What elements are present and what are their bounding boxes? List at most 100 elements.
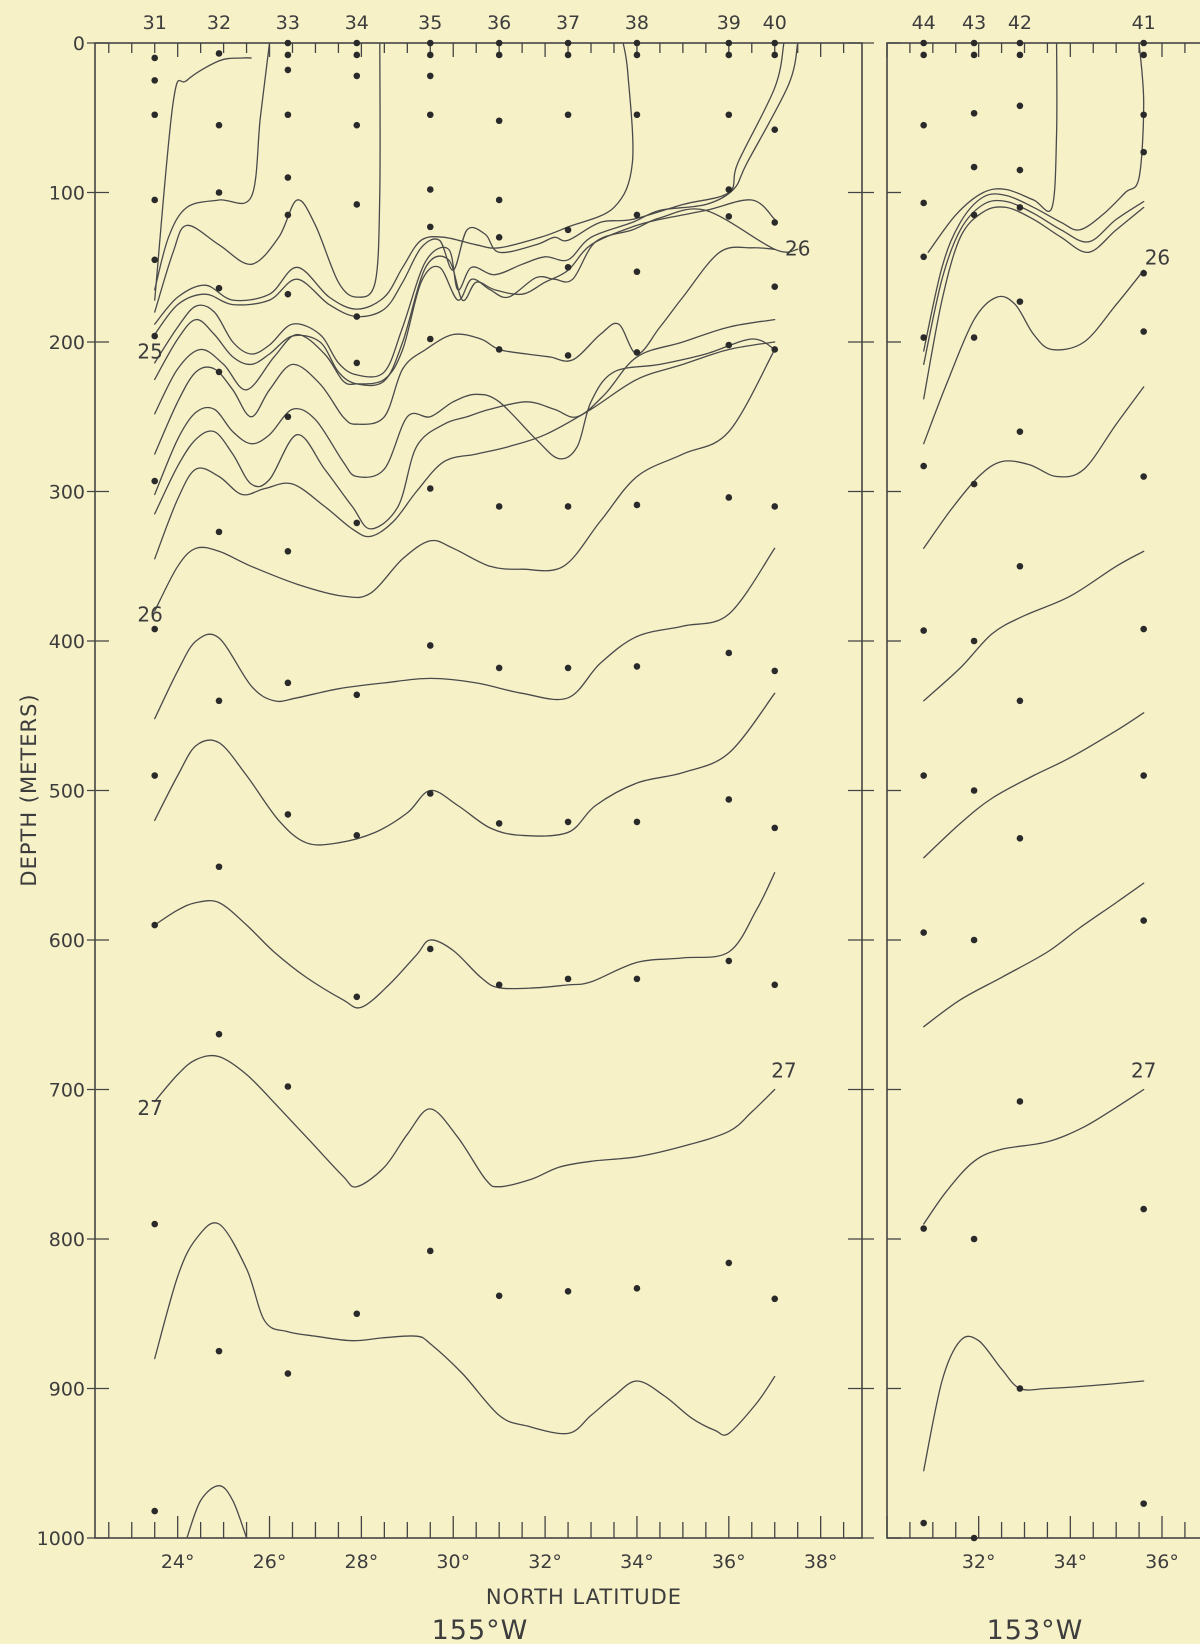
density-contour bbox=[154, 348, 776, 612]
sample-point bbox=[151, 54, 159, 62]
sample-point bbox=[1140, 1500, 1147, 1507]
density-contour bbox=[154, 341, 776, 560]
sample-point bbox=[1016, 166, 1024, 174]
sample-point bbox=[426, 111, 434, 119]
sample-point bbox=[495, 503, 503, 510]
y-tick-label: 1000 bbox=[37, 1528, 85, 1550]
sample-point bbox=[920, 51, 927, 59]
sample-point bbox=[1016, 1385, 1024, 1392]
density-contour bbox=[154, 338, 776, 496]
sample-point bbox=[151, 332, 159, 340]
sample-point bbox=[495, 117, 503, 125]
sample-point bbox=[1140, 917, 1147, 924]
sample-point bbox=[771, 503, 779, 510]
sample-point bbox=[284, 679, 292, 687]
sample-point bbox=[771, 39, 779, 47]
sample-point bbox=[495, 820, 503, 827]
sample-point bbox=[151, 256, 159, 264]
sample-point bbox=[284, 51, 292, 59]
y-tick-label: 300 bbox=[49, 482, 85, 504]
sample-point bbox=[1016, 39, 1024, 47]
density-contour bbox=[923, 269, 1145, 445]
sample-point bbox=[1016, 298, 1024, 305]
y-tick-label: 500 bbox=[49, 781, 85, 803]
sample-point bbox=[215, 368, 223, 376]
sample-point bbox=[151, 921, 159, 929]
sample-point bbox=[495, 51, 503, 59]
sample-point bbox=[151, 625, 159, 633]
sample-point bbox=[426, 186, 434, 193]
sample-point bbox=[1140, 111, 1147, 119]
sample-point bbox=[564, 664, 572, 672]
sample-point bbox=[725, 649, 733, 657]
sample-point bbox=[151, 1507, 159, 1515]
y-tick-label: 600 bbox=[49, 930, 85, 952]
sample-point bbox=[633, 111, 641, 119]
sample-point bbox=[1140, 269, 1147, 277]
sample-point bbox=[633, 501, 641, 509]
density-contour bbox=[154, 1054, 776, 1188]
sample-point bbox=[564, 39, 572, 47]
sample-point bbox=[353, 691, 361, 699]
sample-point bbox=[920, 1519, 927, 1527]
sample-point bbox=[771, 346, 779, 353]
sample-point bbox=[970, 211, 978, 219]
y-tick-label: 200 bbox=[49, 332, 85, 354]
sample-point bbox=[771, 51, 779, 59]
sample-point bbox=[633, 818, 641, 826]
y-tick-label: 800 bbox=[49, 1229, 85, 1251]
sample-point bbox=[353, 39, 361, 47]
sample-point bbox=[1016, 204, 1024, 211]
sample-point bbox=[1140, 1205, 1147, 1213]
sample-point bbox=[495, 39, 503, 47]
sample-point bbox=[1140, 473, 1147, 480]
sample-point bbox=[215, 1030, 223, 1038]
station-label: 31 bbox=[143, 12, 167, 34]
density-contour bbox=[927, 42, 1058, 253]
sample-point bbox=[725, 796, 733, 803]
sample-point bbox=[284, 39, 292, 47]
sample-point bbox=[970, 637, 978, 645]
panel-155w: DEPTH (METERS) NORTH LATITUDE 155°W 0 100… bbox=[17, 12, 874, 1644]
station-label: 37 bbox=[556, 12, 580, 34]
x-tick-label: 32° bbox=[962, 1551, 996, 1573]
sample-point bbox=[970, 1534, 978, 1542]
sample-point bbox=[284, 111, 292, 119]
y-tick-label: 0 bbox=[73, 33, 85, 55]
sample-point bbox=[920, 39, 927, 47]
sample-point bbox=[1016, 428, 1024, 436]
sample-point bbox=[1140, 148, 1147, 156]
sample-point bbox=[426, 335, 434, 343]
sample-point bbox=[215, 121, 223, 129]
sample-point bbox=[353, 313, 361, 320]
sample-point bbox=[215, 863, 223, 871]
sample-point bbox=[284, 290, 292, 298]
x-tick-label: 34° bbox=[1053, 1551, 1087, 1573]
sample-point bbox=[426, 51, 434, 59]
sample-point bbox=[284, 548, 292, 555]
sample-point bbox=[151, 1220, 159, 1228]
sample-point bbox=[1140, 328, 1147, 335]
sample-point bbox=[1016, 562, 1024, 570]
density-contour bbox=[923, 1088, 1145, 1225]
sample-point bbox=[633, 349, 641, 356]
sample-point bbox=[633, 211, 641, 219]
density-contour bbox=[154, 547, 776, 720]
sample-point bbox=[284, 66, 292, 74]
sample-point bbox=[771, 219, 779, 226]
contour-value-label: 27 bbox=[137, 1096, 162, 1120]
sample-point bbox=[920, 627, 927, 634]
x-tick-label: 38° bbox=[804, 1551, 838, 1573]
sample-point bbox=[495, 981, 503, 989]
density-contour bbox=[154, 199, 776, 387]
contour-value-label: 27 bbox=[1131, 1059, 1156, 1083]
sample-point bbox=[771, 1295, 779, 1303]
sample-point bbox=[215, 284, 223, 292]
sample-point bbox=[771, 824, 779, 832]
density-contour bbox=[154, 42, 785, 336]
sample-point bbox=[725, 957, 733, 965]
station-label: 32 bbox=[207, 12, 231, 34]
density-contour bbox=[154, 57, 252, 301]
plot-frame-155w bbox=[94, 42, 863, 1539]
